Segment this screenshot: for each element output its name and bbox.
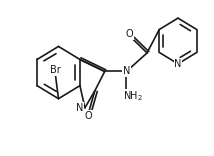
Text: NH$_2$: NH$_2$ [123,90,143,103]
Text: N: N [76,103,83,113]
Text: O: O [126,29,133,39]
Text: N: N [123,66,130,76]
Text: N: N [174,59,182,69]
Text: O: O [85,111,92,121]
Text: Br: Br [50,65,61,75]
